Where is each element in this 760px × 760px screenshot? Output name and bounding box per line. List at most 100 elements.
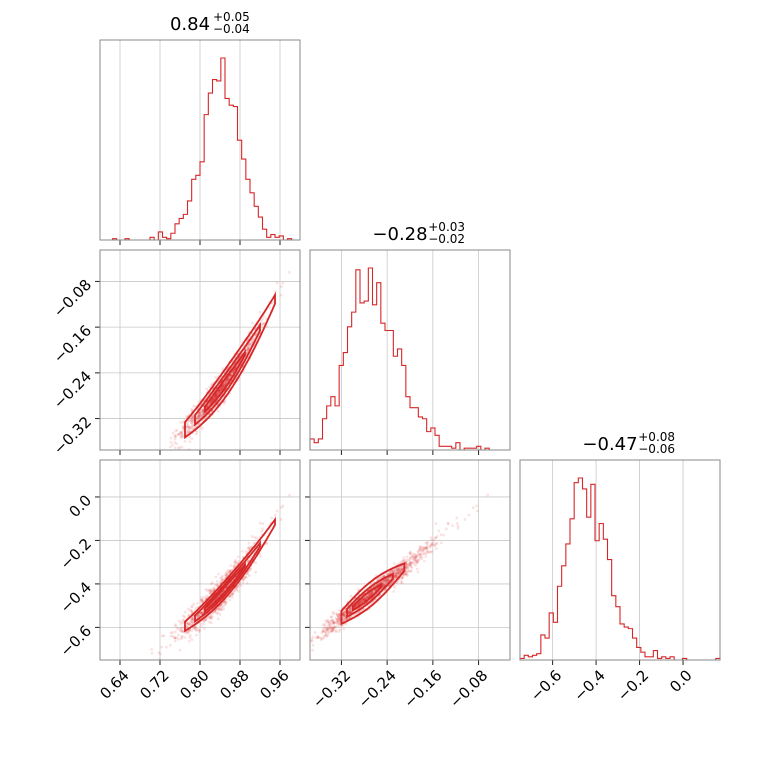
sample-point [197,416,201,419]
sample-point [242,578,246,582]
sample-point [400,579,404,583]
sample-point [404,560,408,564]
sample-point [370,590,374,594]
x-tick-label: −0.2 [614,666,652,704]
sample-point [181,621,185,625]
sample-point [177,627,181,631]
sample-point [224,380,228,383]
sample-point [435,541,438,545]
sample-point [224,602,228,606]
sample-point [175,626,179,630]
sample-point [416,551,420,555]
sample-point [178,628,182,632]
sample-point [349,610,353,614]
sample-point [218,613,222,616]
sample-point [300,646,303,649]
sample-point [425,541,429,545]
sample-point [198,414,201,418]
sample-point [338,625,342,628]
sample-point [321,627,325,631]
sample-point [190,409,194,412]
sample-point [200,599,204,602]
sample-point [192,626,195,630]
sample-point [409,565,413,569]
sample-point [199,414,203,418]
sample-point [209,592,212,596]
sample-point [363,597,366,601]
sample-point [347,612,351,615]
sample-point [208,616,212,620]
sample-point [472,506,475,509]
sample-point [216,607,219,611]
sample-point [326,628,329,632]
sample-point [419,546,422,550]
sample-point [174,429,177,433]
sample-point [200,596,204,599]
sample-point [343,617,347,621]
sample-point [230,371,234,375]
sample-point [342,613,346,617]
sample-point [376,578,380,581]
sample-point [324,631,328,635]
sample-point [225,378,229,382]
sample-point [260,323,264,327]
sample-point [202,619,206,623]
sample-point [258,521,262,525]
sample-point [416,561,419,565]
sample-point [424,541,428,545]
sample-point [181,432,185,436]
sample-point [377,576,381,580]
sample-point [349,610,352,614]
sample-point [195,627,199,631]
sample-point [179,420,183,424]
param-title-lower-error: −0.04 [213,22,250,36]
sample-point [207,620,211,624]
sample-point [190,408,194,411]
sample-point [326,627,330,631]
sample-point [415,555,419,558]
sample-point [200,598,204,602]
sample-point [358,602,362,605]
sample-point [183,439,187,443]
sample-point [228,375,232,378]
sample-point [435,534,439,538]
sample-point [158,657,162,660]
sample-point [187,430,191,433]
sample-point [181,435,185,439]
sample-point [396,569,400,573]
sample-point [399,560,403,564]
x-tick-label: 0.72 [136,666,172,702]
sample-point [200,598,203,602]
sample-point [224,380,228,384]
sample-point [195,616,199,619]
sample-point [348,611,352,615]
sample-point [128,667,131,670]
sample-point [189,429,193,433]
sample-point [233,560,237,564]
sample-point [200,622,203,626]
sample-point [226,378,229,381]
sample-point [403,558,406,562]
sample-point [219,577,222,580]
sample-point [214,394,218,398]
sample-point [410,563,413,567]
sample-point [181,630,185,634]
sample-point [229,373,233,377]
sample-point [334,630,338,634]
sample-point [317,636,320,640]
sample-point [208,385,211,389]
sample-point [216,391,220,395]
sample-point [187,622,191,626]
sample-point [208,591,212,595]
panel-frame [99,249,301,451]
sample-point [413,557,417,561]
sample-point [412,556,416,560]
sample-point [187,629,191,633]
sample-point [190,638,194,642]
sample-point [322,634,326,638]
sample-point [393,571,397,575]
sample-point [385,579,389,583]
sample-point [400,567,403,571]
sample-point [221,383,225,387]
sample-point [213,583,217,587]
